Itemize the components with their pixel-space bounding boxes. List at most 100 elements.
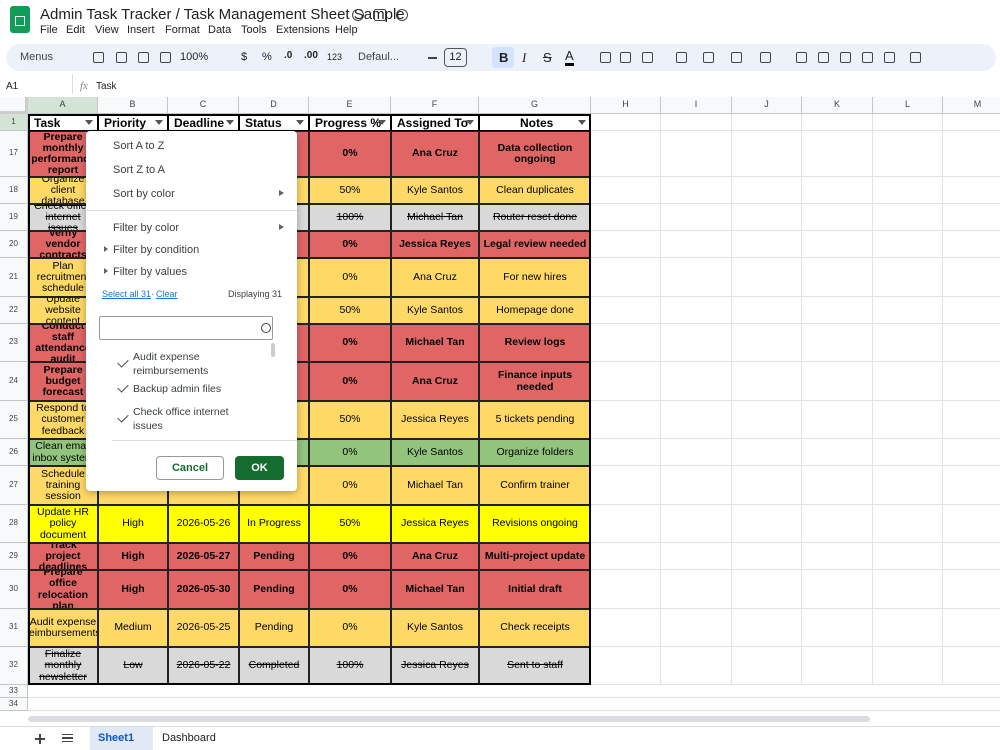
table-cell[interactable]: Michael Tan (391, 324, 479, 362)
table-cell[interactable]: Track project deadlines (28, 543, 98, 570)
table-cell[interactable]: Initial draft (479, 570, 591, 609)
filter-button[interactable] (378, 120, 386, 125)
empty-cell[interactable] (802, 543, 873, 570)
empty-cell[interactable] (873, 505, 943, 543)
table-cell[interactable]: 50% (309, 401, 391, 439)
empty-cell[interactable] (802, 204, 873, 231)
column-header[interactable]: J (732, 97, 802, 114)
table-cell[interactable]: 2026-05-25 (168, 609, 239, 647)
sheet-tab[interactable]: Dashboard (162, 732, 216, 744)
menu-item[interactable]: Data (208, 24, 232, 36)
table-cell[interactable]: Jessica Reyes (391, 505, 479, 543)
empty-cell[interactable] (661, 401, 732, 439)
search-box[interactable] (99, 316, 273, 340)
table-cell[interactable]: Jessica Reyes (391, 231, 479, 258)
empty-cell[interactable] (873, 609, 943, 647)
column-header[interactable]: C (168, 97, 239, 114)
formula-content[interactable]: Task (96, 81, 117, 92)
empty-cell[interactable] (943, 231, 1000, 258)
table-cell[interactable]: Kyle Santos (391, 297, 479, 324)
empty-cell[interactable] (802, 439, 873, 466)
empty-cell[interactable] (943, 439, 1000, 466)
empty-cell[interactable] (873, 647, 943, 685)
table-cell[interactable]: Multi-project update (479, 543, 591, 570)
empty-cell[interactable] (873, 362, 943, 401)
toolbar-icon[interactable] (760, 52, 771, 63)
empty-cell[interactable] (943, 505, 1000, 543)
empty-cell[interactable] (732, 362, 802, 401)
empty-cell[interactable] (591, 543, 661, 570)
cloud-icon[interactable] (396, 9, 408, 21)
table-cell[interactable]: 0% (309, 131, 391, 177)
table-cell[interactable]: Ana Cruz (391, 131, 479, 177)
empty-row[interactable] (28, 685, 1000, 698)
table-cell[interactable]: Jessica Reyes (391, 647, 479, 685)
empty-cell[interactable] (873, 466, 943, 505)
table-cell[interactable]: 0% (309, 231, 391, 258)
toolbar-icon[interactable] (676, 52, 687, 63)
doc-title[interactable]: Admin Task Tracker / Task Management She… (40, 6, 405, 23)
table-cell[interactable]: 0% (309, 258, 391, 297)
table-cell[interactable]: Organize folders (479, 439, 591, 466)
empty-cell[interactable] (591, 177, 661, 204)
empty-cell[interactable] (732, 204, 802, 231)
empty-cell[interactable] (943, 647, 1000, 685)
column-header[interactable]: K (802, 97, 873, 114)
table-cell[interactable]: Clean duplicates (479, 177, 591, 204)
table-cell[interactable]: Pending (239, 570, 309, 609)
empty-cell[interactable] (732, 297, 802, 324)
table-cell[interactable]: Ana Cruz (391, 362, 479, 401)
row-number[interactable]: 28 (0, 505, 28, 543)
menu-item[interactable]: File (40, 24, 58, 36)
table-cell[interactable]: 2026-05-27 (168, 543, 239, 570)
table-cell[interactable]: Review logs (479, 324, 591, 362)
column-header[interactable]: H (591, 97, 661, 114)
empty-cell[interactable] (802, 324, 873, 362)
row-number[interactable]: 25 (0, 401, 28, 439)
zoom[interactable]: 100% (180, 51, 209, 63)
filter-button[interactable] (296, 120, 304, 125)
table-cell[interactable]: Kyle Santos (391, 609, 479, 647)
empty-cell[interactable] (802, 177, 873, 204)
filter-value[interactable]: Audit expense reimbursements (133, 351, 209, 377)
empty-cell[interactable] (802, 114, 873, 131)
empty-cell[interactable] (943, 114, 1000, 131)
table-cell[interactable]: 2026-05-26 (168, 505, 239, 543)
sheets-logo[interactable] (10, 6, 30, 33)
table-cell[interactable]: 50% (309, 297, 391, 324)
empty-cell[interactable] (873, 570, 943, 609)
toolbar-icon[interactable] (818, 52, 829, 63)
table-cell[interactable]: Kyle Santos (391, 177, 479, 204)
column-header[interactable]: M (943, 97, 1000, 114)
empty-cell[interactable] (873, 114, 943, 131)
font-size[interactable]: 12 (444, 48, 467, 67)
filter-by-values[interactable]: Filter by values (113, 266, 187, 278)
table-cell[interactable]: Kyle Santos (391, 439, 479, 466)
number-format[interactable]: 123 (327, 52, 343, 62)
table-cell[interactable]: 0% (309, 466, 391, 505)
empty-cell[interactable] (661, 543, 732, 570)
ok-button[interactable]: OK (235, 456, 284, 480)
empty-cell[interactable] (661, 131, 732, 177)
empty-cell[interactable] (661, 297, 732, 324)
menu-item[interactable]: Edit (66, 24, 85, 36)
decrease-decimal[interactable]: .0 (284, 50, 293, 61)
search-menus[interactable]: Menus (20, 51, 54, 63)
all-sheets[interactable] (62, 734, 73, 742)
table-cell[interactable]: 5 tickets pending (479, 401, 591, 439)
row-number[interactable]: 24 (0, 362, 28, 401)
empty-cell[interactable] (732, 114, 802, 131)
empty-cell[interactable] (802, 609, 873, 647)
empty-cell[interactable] (732, 401, 802, 439)
table-cell[interactable]: 50% (309, 177, 391, 204)
empty-cell[interactable] (802, 647, 873, 685)
table-cell[interactable]: 100% (309, 647, 391, 685)
empty-cell[interactable] (943, 466, 1000, 505)
empty-cell[interactable] (732, 324, 802, 362)
table-cell[interactable]: High (98, 505, 168, 543)
menu-item[interactable]: Tools (241, 24, 267, 36)
clear[interactable]: Clear (156, 289, 178, 299)
empty-cell[interactable] (661, 231, 732, 258)
row-number[interactable]: 17 (0, 131, 28, 177)
table-cell[interactable]: Medium (98, 609, 168, 647)
